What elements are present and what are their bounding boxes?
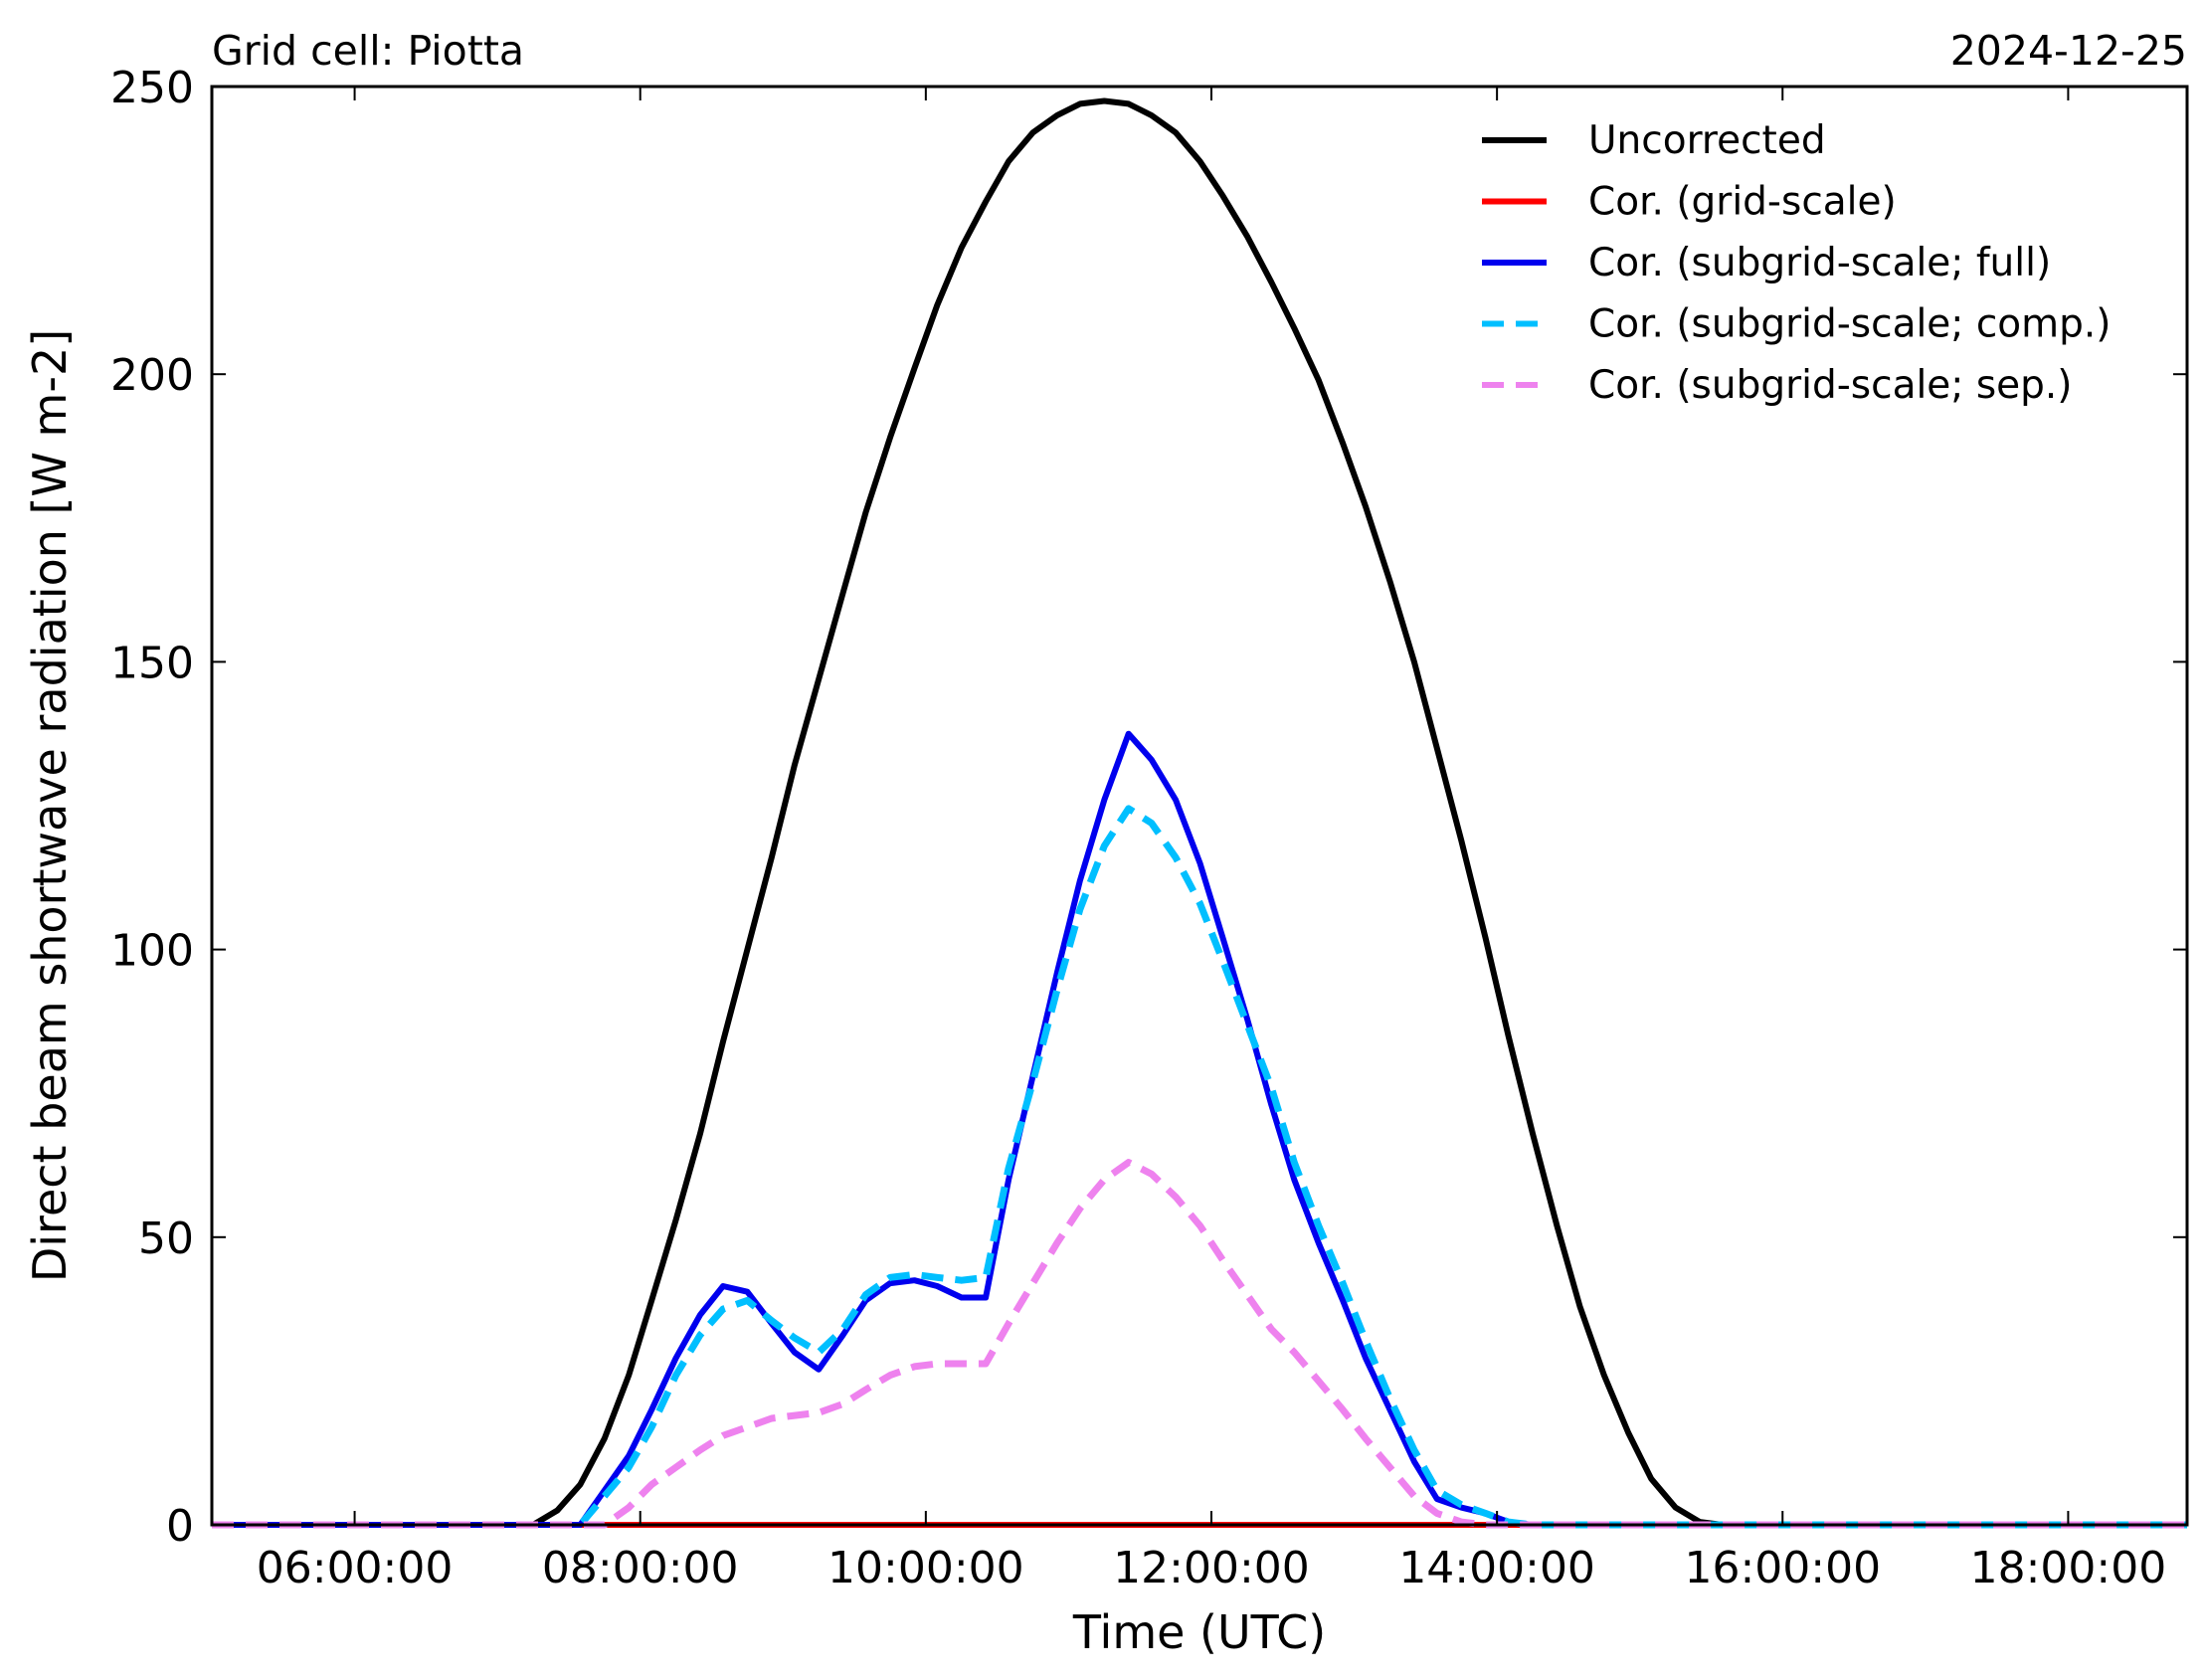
legend: Uncorrected Cor. (grid-scale) Cor. (subgri… <box>1482 118 2112 408</box>
x-tick-label-1: 08:00:00 <box>542 1543 739 1593</box>
y-tick-label-5: 250 <box>110 63 194 113</box>
x-tick-label-3: 12:00:00 <box>1113 1543 1310 1593</box>
title-left: Grid cell: Piotta <box>212 27 524 75</box>
legend-label-1: Cor. (grid-scale) <box>1588 180 1897 225</box>
legend-label-2: Cor. (subgrid-scale; full) <box>1588 241 2051 285</box>
plot-frame <box>210 85 2189 1527</box>
y-axis-title: Direct beam shortwave radiation [W m-2] <box>23 329 77 1282</box>
x-axis-title: Time (UTC) <box>1072 1605 1326 1659</box>
title-right: 2024-12-25 <box>1950 27 2187 75</box>
y-tick-label-0: 0 <box>166 1501 194 1552</box>
x-tick-label-2: 10:00:00 <box>827 1543 1024 1593</box>
x-tick-label-4: 14:00:00 <box>1398 1543 1595 1593</box>
series-line-0 <box>212 97 2187 1528</box>
y-tick-label-3: 150 <box>110 638 194 688</box>
series-line-2 <box>212 730 2187 1528</box>
y-tick-label-1: 50 <box>138 1213 194 1264</box>
series-line-3 <box>212 805 2187 1529</box>
series-line-4 <box>212 1159 2187 1529</box>
legend-label-3: Cor. (subgrid-scale; comp.) <box>1588 302 2112 347</box>
legend-label-4: Cor. (subgrid-scale; sep.) <box>1588 363 2073 408</box>
y-tick-label-2: 100 <box>110 926 194 977</box>
x-tick-label-0: 06:00:00 <box>257 1543 454 1593</box>
x-tick-label-5: 16:00:00 <box>1684 1543 1881 1593</box>
ticks-layer: 06:00:00 08:00:00 10:00:00 12:00:00 14:00:00… <box>110 63 2187 1593</box>
y-tick-label-4: 200 <box>110 350 194 401</box>
x-tick-label-6: 18:00:00 <box>1970 1543 2167 1593</box>
legend-label-0: Uncorrected <box>1588 118 1826 163</box>
